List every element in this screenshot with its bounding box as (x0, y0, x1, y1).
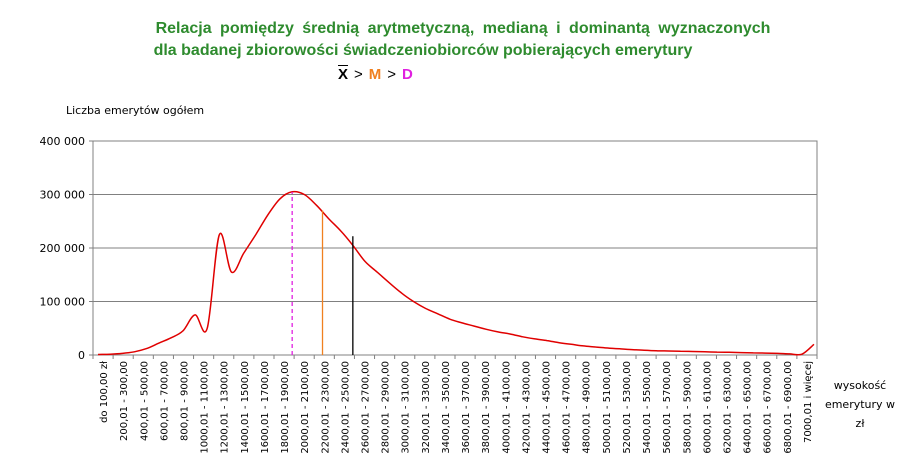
formula-mean: X (338, 66, 349, 83)
x-tick-label: 5200,01 - 5300,00 (622, 361, 633, 454)
y-tick-label: 200 000 (40, 242, 86, 255)
formula-gt-2: > (387, 66, 397, 83)
x-tick-label: 2000,01 - 2100,00 (300, 361, 311, 454)
y-axis-label: Liczba emerytów ogółem (66, 104, 205, 117)
formula-gt-1: > (354, 66, 363, 83)
y-tick-label: 400 000 (40, 135, 86, 148)
x-tick-label: 3800,01 - 3900,00 (481, 361, 492, 454)
x-tick-label: 400,01 - 500,00 (139, 361, 150, 441)
relation-formula: X > M > D (338, 66, 413, 83)
x-tick-label: 4600,01 - 4700,00 (562, 361, 573, 454)
x-tick-label: 1000,01 - 1100,00 (200, 361, 211, 454)
x-tick-label: 6000,01 - 6100,00 (702, 361, 713, 454)
x-tick-label: 1400,01 - 1500,00 (240, 361, 251, 454)
x-tick-label: 5400,01 - 5500,00 (642, 361, 653, 454)
x-tick-label: 7000,01 i więcej (803, 361, 814, 443)
y-tick-label: 0 (78, 349, 85, 362)
x-tick-label: 1800,01 - 1900,00 (280, 361, 291, 454)
distribution-curve (97, 190, 815, 356)
x-tick-label: 200,01 - 300,00 (119, 361, 130, 441)
x-tick-label: 800,01 - 900,00 (180, 361, 191, 441)
y-tick-label: 300 000 (40, 189, 86, 202)
x-tick-label: 2200,01 - 2300,00 (320, 361, 331, 454)
chart-title-line2: dla badanej zbiorowości świadczeniobiorc… (153, 42, 693, 59)
formula-median: M (368, 66, 382, 83)
x-tick-label: 4800,01 - 4900,00 (582, 361, 593, 454)
x-axis-label: wysokość emerytury w zł (824, 379, 896, 430)
x-tick-label: 3200,01 - 3300,00 (421, 361, 432, 454)
x-tick-label: 5000,01 - 5100,00 (602, 361, 613, 454)
formula-mode: D (402, 66, 413, 83)
x-tick-label: 3400,01 - 3500,00 (441, 361, 452, 454)
x-tick-label: 4400,01 - 4500,00 (542, 361, 553, 454)
x-tick-label: 4200,01 - 4300,00 (521, 361, 532, 454)
x-tick-label: 1600,01 - 1700,00 (260, 361, 271, 454)
x-tick-label: 5600,01 - 5700,00 (662, 361, 673, 454)
x-tick-label: 6200,01 - 6300,00 (723, 361, 734, 454)
x-tick-label: 1200,01 - 1300,00 (220, 361, 231, 454)
x-tick-label: 5800,01 - 5900,00 (682, 361, 693, 454)
x-tick-label: 2400,01 - 2500,00 (340, 361, 351, 454)
x-tick-label: 2600,01 - 2700,00 (361, 361, 372, 454)
x-tick-label: 600,01 - 700,00 (159, 361, 170, 441)
x-tick-label: 2800,01 - 2900,00 (381, 361, 392, 454)
x-tick-label: 6600,01 - 6700,00 (763, 361, 774, 454)
y-tick-label: 100 000 (40, 296, 86, 309)
x-tick-label: 3000,01 - 3100,00 (401, 361, 412, 454)
x-tick-label: 3600,01 - 3700,00 (461, 361, 472, 454)
x-tick-label: 6800,01 - 6900,00 (783, 361, 794, 454)
chart-title-line1: Relacja pomiędzy średnią arytmetyczną, m… (155, 20, 771, 37)
x-tick-label: 6400,01 - 6500,00 (743, 361, 754, 454)
x-tick-label: do 100,00 zł (99, 361, 110, 423)
x-tick-label: 4000,01 - 4100,00 (501, 361, 512, 454)
